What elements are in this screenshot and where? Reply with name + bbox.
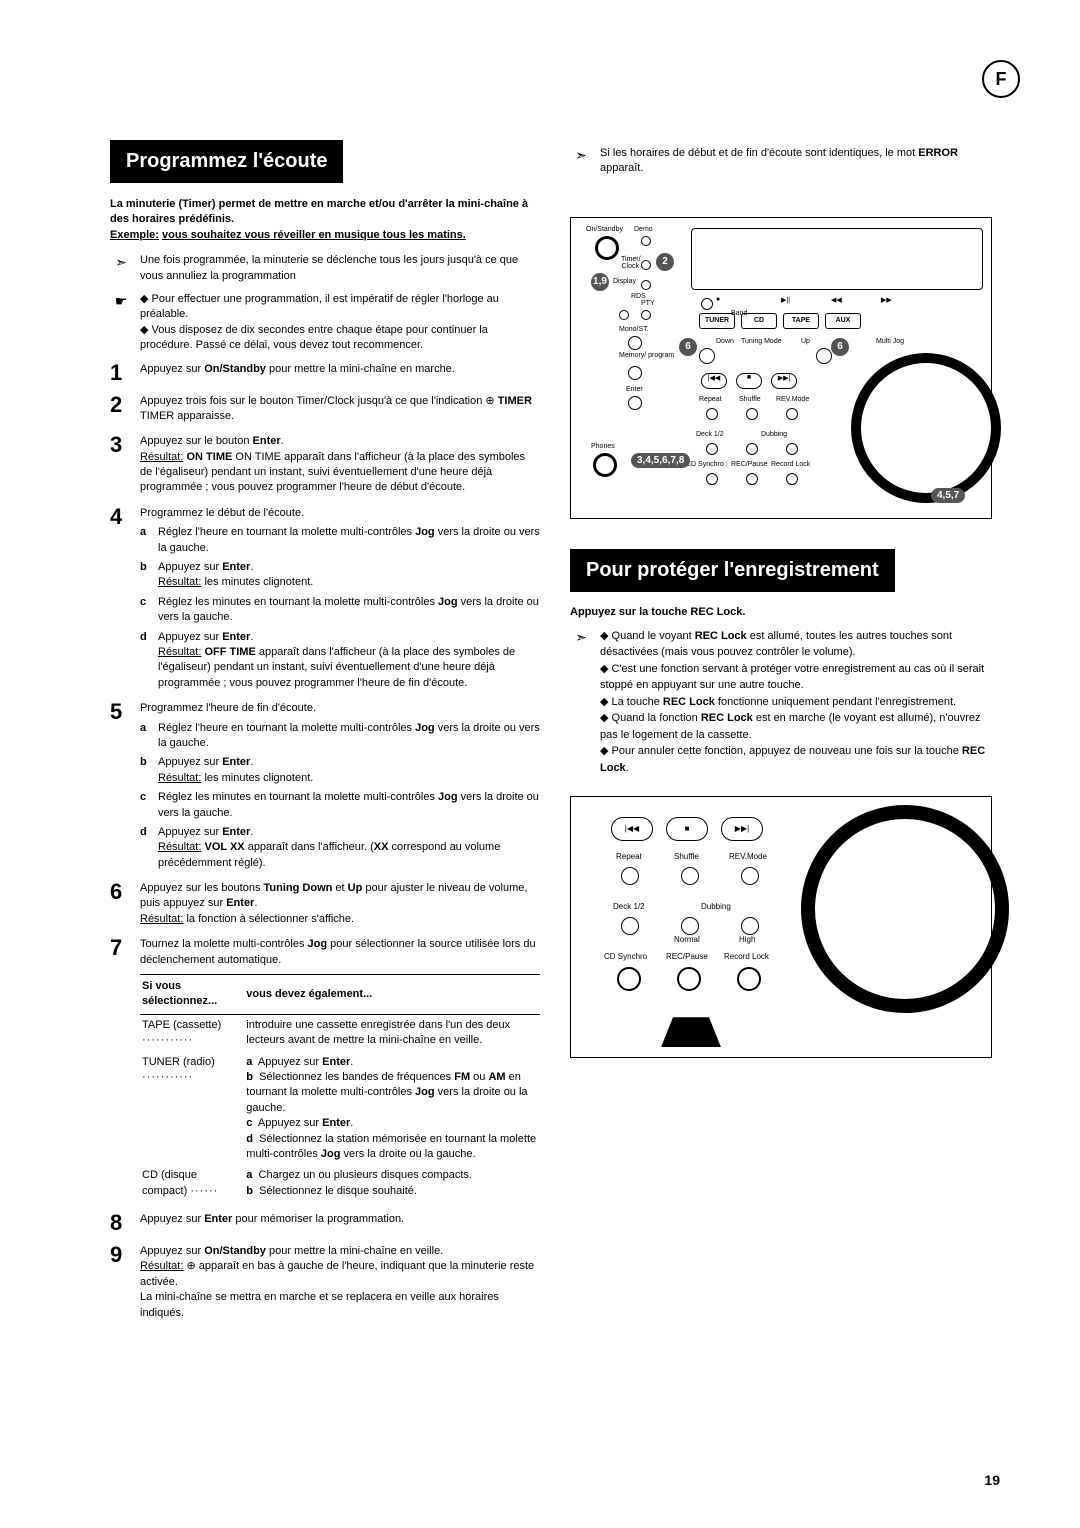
intro-example: vous souhaitez vous réveiller en musique… — [162, 229, 466, 241]
step-9: Appuyez sur On/Standby pour mettre la mi… — [140, 1244, 540, 1321]
device-diagram-2: |◀◀ ■ ▶▶| Repeat Shuffle REV.Mode Deck 1… — [570, 796, 992, 1058]
page-number: 19 — [984, 1472, 1000, 1488]
hand-icon: ☛ — [110, 292, 132, 312]
callout-6b: 6 — [831, 338, 849, 356]
step-4: Programmez le début de l'écoute. aRéglez… — [140, 506, 540, 691]
device-diagram-1: On/Standby Demo Timer/ Clock Display RDS… — [570, 217, 992, 519]
callout-3-8: 3,4,5,6,7,8 — [631, 453, 690, 468]
note2: ◆ Pour effectuer une programmation, il e… — [140, 292, 540, 354]
step-3: Appuyez sur le bouton Enter. Résultat: O… — [140, 434, 540, 496]
step-num-6: 6 — [110, 881, 130, 927]
step-num-1: 1 — [110, 362, 130, 384]
step-num-7: 7 — [110, 937, 130, 1202]
step-7: Tournez la molette multi-contrôles Jog p… — [140, 937, 540, 1202]
arrow-icon: ➣ — [570, 146, 592, 166]
step-1: Appuyez sur On/Standby pour mettre la mi… — [140, 362, 540, 384]
callout-2: 2 — [656, 253, 674, 271]
step-num-9: 9 — [110, 1244, 130, 1321]
step-num-4: 4 — [110, 506, 130, 691]
step-num-5: 5 — [110, 701, 130, 871]
note1: Une fois programmée, la minuterie se déc… — [140, 253, 540, 284]
callout-1-9: 1,9 — [591, 273, 609, 291]
step-num-2: 2 — [110, 394, 130, 425]
callout-4-5-7: 4,5,7 — [931, 488, 965, 503]
step-8: Appuyez sur Enter pour mémoriser la prog… — [140, 1212, 540, 1234]
arrow-icon: ➣ — [110, 253, 132, 273]
section2-bullets: ◆ Quand le voyant REC Lock est allumé, t… — [600, 628, 1000, 777]
intro-example-label: Exemple: — [110, 229, 159, 241]
callout-6a: 6 — [679, 338, 697, 356]
step-num-3: 3 — [110, 434, 130, 496]
error-note: Si les horaires de début et de fin d'éco… — [600, 146, 1000, 177]
arrow-icon: ➣ — [570, 628, 592, 648]
section1-title: Programmez l'écoute — [110, 140, 343, 183]
intro-bold: La minuterie (Timer) permet de mettre en… — [110, 198, 528, 225]
step-5: Programmez l'heure de fin d'écoute. aRég… — [140, 701, 540, 871]
section2-sub: Appuyez sur la touche REC Lock. — [570, 606, 1000, 618]
source-table: Si vous sélectionnez...vous devez égalem… — [140, 974, 540, 1202]
step-6: Appuyez sur les boutons Tuning Down et U… — [140, 881, 540, 927]
section2-title: Pour protéger l'enregistrement — [570, 549, 895, 592]
language-badge: F — [982, 60, 1020, 98]
step-num-8: 8 — [110, 1212, 130, 1234]
step-2: Appuyez trois fois sur le bouton Timer/C… — [140, 394, 540, 425]
